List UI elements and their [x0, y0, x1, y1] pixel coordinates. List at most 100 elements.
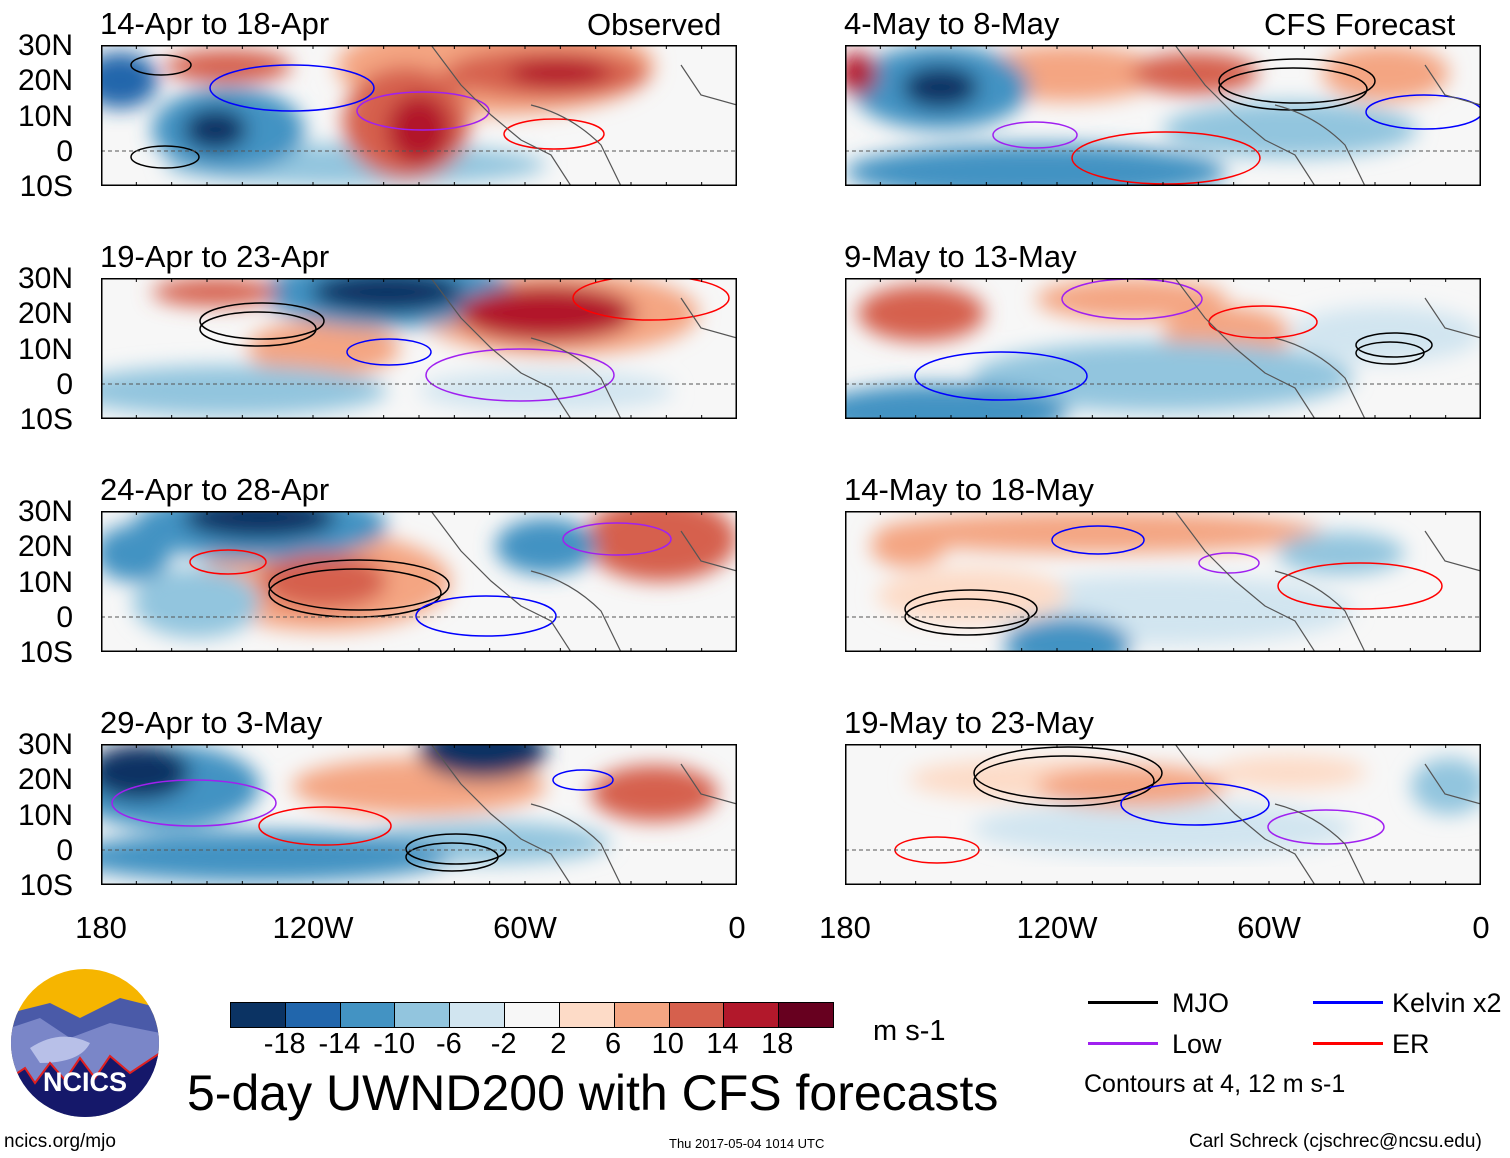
wind-anomaly-region — [876, 567, 1068, 624]
map-panel — [101, 45, 737, 186]
wind-anomaly-region — [1035, 278, 1227, 321]
footer-timestamp: Thu 2017-05-04 1014 UTC — [669, 1136, 825, 1151]
wind-anomaly-region — [1163, 101, 1418, 158]
colorbar — [230, 1002, 834, 1028]
colorbar-label: 2 — [550, 1028, 567, 1060]
lon-label: 120W — [1016, 910, 1098, 945]
lat-label: 10S — [19, 170, 73, 203]
wave-contour — [199, 311, 317, 347]
colorbar-swatch — [724, 1003, 780, 1027]
ncics-logo: NCICS — [11, 969, 159, 1117]
lat-label: 0 — [56, 600, 73, 634]
wind-anomaly-region — [101, 525, 171, 582]
wave-contour — [111, 779, 277, 827]
wind-anomaly-region — [972, 800, 1354, 857]
wave-contour — [415, 595, 557, 637]
wave-contour — [914, 351, 1088, 401]
wave-contour — [992, 121, 1078, 149]
wind-anomaly-region — [419, 369, 674, 412]
wind-anomaly-region — [132, 567, 260, 638]
wind-anomaly-region — [902, 66, 979, 109]
wind-anomaly-region — [260, 553, 388, 610]
wind-anomaly-region — [857, 285, 985, 342]
panel-title: 19-May to 23-May — [844, 705, 1094, 740]
panel-title: 14-Apr to 18-Apr — [100, 6, 330, 41]
wave-contour — [346, 338, 432, 366]
wave-contour — [973, 755, 1155, 807]
legend-label-low: Low — [1172, 1029, 1222, 1059]
colorbar-swatch — [395, 1003, 451, 1027]
wave-contour — [562, 522, 672, 556]
wave-contour — [503, 118, 605, 150]
lon-label: 180 — [819, 910, 871, 945]
wave-contour — [199, 302, 325, 340]
map-panel — [101, 744, 737, 885]
forecast-label: CFS Forecast — [1264, 7, 1456, 42]
lon-label: 120W — [272, 910, 354, 945]
colorbar-swatch — [450, 1003, 506, 1027]
wind-anomaly-region — [1290, 306, 1481, 363]
wind-anomaly-region — [164, 49, 292, 84]
wave-contour — [1071, 131, 1261, 185]
wind-anomaly-region — [845, 143, 1227, 186]
wind-anomaly-region — [151, 278, 280, 307]
footer-url[interactable]: ncics.org/mjo — [4, 1131, 116, 1152]
wind-anomaly-region — [183, 511, 337, 540]
legend-label-kelvin: Kelvin x2 — [1392, 988, 1502, 1018]
map-panel — [845, 511, 1481, 652]
map-panel — [845, 45, 1481, 186]
wind-anomaly-region — [101, 52, 159, 109]
lat-label: 0 — [56, 134, 73, 168]
wind-anomaly-region — [870, 525, 947, 568]
wind-anomaly-region — [972, 341, 1354, 412]
legend-line-mjo — [1088, 1001, 1158, 1004]
wave-contour — [1365, 94, 1481, 130]
legend-line-low — [1088, 1042, 1158, 1045]
wind-anomaly-region — [495, 518, 598, 575]
wind-anomaly-region — [508, 59, 610, 88]
legend-label-er: ER — [1392, 1029, 1430, 1059]
lat-label: 20N — [17, 64, 73, 98]
footer-author: Carl Schreck (cjschrec@ncsu.edu) — [1189, 1131, 1482, 1152]
map-panel — [845, 744, 1481, 885]
panel-title: 29-Apr to 3-May — [100, 705, 323, 740]
lat-label: 10N — [17, 332, 73, 366]
wave-contour — [552, 769, 614, 791]
colorbar-swatch — [340, 1003, 396, 1027]
colorbar-label: -18 — [263, 1028, 306, 1060]
wind-anomaly-region — [584, 511, 737, 582]
wind-anomaly-region — [310, 278, 464, 314]
lat-label: 20N — [17, 763, 73, 797]
lat-label: 0 — [56, 367, 73, 401]
map-panel — [845, 278, 1481, 419]
colorbar-label: 18 — [761, 1028, 794, 1060]
colorbar-swatch — [779, 1003, 833, 1027]
lat-label: 10S — [19, 403, 73, 436]
wind-anomaly-region — [1131, 52, 1259, 95]
wave-contour — [1267, 809, 1385, 845]
wave-contour — [1198, 552, 1260, 574]
colorbar-swatch — [559, 1003, 615, 1027]
lat-label: 0 — [56, 833, 73, 867]
wave-contour — [973, 746, 1163, 800]
wind-anomaly-region — [845, 52, 877, 95]
wave-contour — [189, 549, 267, 575]
lat-label: 20N — [17, 297, 73, 331]
panel-title: 19-Apr to 23-Apr — [100, 239, 330, 274]
lat-label: 30N — [17, 262, 73, 295]
wave-contour — [1218, 58, 1376, 104]
wave-contour — [1355, 332, 1433, 358]
lat-label: 10N — [17, 565, 73, 599]
colorbar-label: 10 — [651, 1028, 684, 1060]
lon-label: 60W — [1237, 910, 1301, 945]
lon-label: 0 — [728, 910, 746, 945]
lon-label: 0 — [1472, 910, 1490, 945]
legend-line-kelvin — [1313, 1001, 1383, 1004]
figure-title: 5-day UWND200 with CFS forecasts — [187, 1065, 999, 1121]
lat-label: 30N — [17, 728, 73, 761]
wind-anomaly-region — [183, 108, 248, 151]
contours-note: Contours at 4, 12 m s-1 — [1084, 1070, 1346, 1098]
wave-contour — [1051, 525, 1145, 555]
wind-anomaly-region — [1411, 758, 1481, 815]
